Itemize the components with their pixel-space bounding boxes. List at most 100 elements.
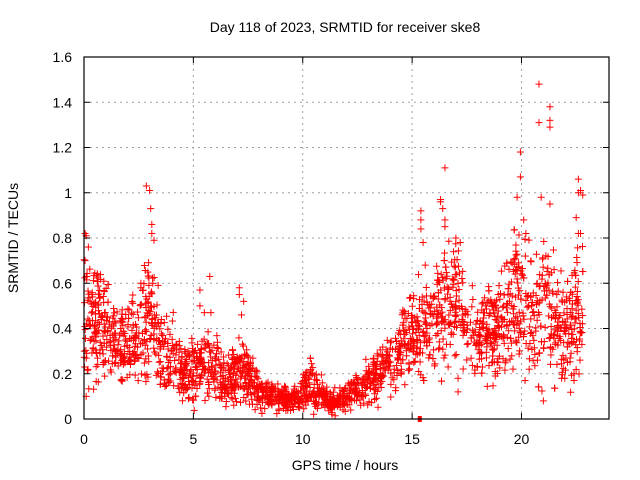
data-point — [477, 355, 485, 363]
data-point — [152, 371, 160, 379]
data-point — [99, 346, 107, 354]
data-point — [489, 346, 497, 354]
data-point — [527, 328, 535, 336]
data-point — [127, 356, 135, 364]
data-point — [500, 315, 508, 323]
data-point — [557, 360, 565, 368]
data-point — [224, 377, 232, 385]
data-point — [549, 246, 557, 254]
data-point — [413, 336, 421, 344]
data-point — [334, 394, 342, 402]
data-point — [392, 362, 400, 370]
data-point — [572, 271, 580, 279]
data-point — [394, 355, 402, 363]
data-point — [295, 404, 303, 412]
data-point — [123, 373, 131, 381]
data-point — [572, 296, 580, 304]
data-point — [408, 319, 416, 327]
data-point — [397, 342, 405, 350]
data-point — [444, 363, 452, 371]
data-point — [514, 284, 522, 292]
data-point — [123, 341, 131, 349]
data-point — [103, 335, 111, 343]
data-point-notable — [513, 193, 521, 201]
data-point — [370, 370, 378, 378]
data-point — [143, 295, 151, 303]
data-point — [217, 363, 225, 371]
data-point — [474, 308, 482, 316]
data-point — [448, 275, 456, 283]
data-point — [547, 360, 555, 368]
data-point — [126, 361, 134, 369]
data-point — [519, 309, 527, 317]
data-point — [142, 326, 150, 334]
data-point — [490, 301, 498, 309]
data-point — [376, 364, 384, 372]
data-point — [395, 351, 403, 359]
data-point — [183, 359, 191, 367]
data-point — [252, 366, 260, 374]
data-point — [413, 343, 421, 351]
data-point — [420, 297, 428, 305]
data-point — [554, 287, 562, 295]
data-point — [251, 372, 259, 380]
data-point-notable — [539, 397, 547, 405]
data-point — [96, 294, 104, 302]
data-point — [148, 320, 156, 328]
data-point-notable — [200, 309, 208, 317]
data-point — [217, 381, 225, 389]
data-point — [430, 346, 438, 354]
data-point — [213, 332, 221, 340]
data-point — [131, 333, 139, 341]
data-point — [81, 334, 89, 342]
data-point — [109, 352, 117, 360]
data-points — [80, 80, 587, 422]
data-point — [132, 352, 140, 360]
data-point — [99, 292, 107, 300]
data-point — [333, 395, 341, 403]
data-point — [382, 355, 390, 363]
data-point — [107, 368, 115, 376]
data-point — [434, 310, 442, 318]
data-point — [531, 350, 539, 358]
data-point — [86, 265, 94, 273]
data-point — [128, 298, 136, 306]
data-point — [479, 318, 487, 326]
data-point — [255, 396, 263, 404]
data-point — [157, 373, 165, 381]
y-tick-label: 0.2 — [53, 366, 73, 382]
data-point — [219, 372, 227, 380]
data-point — [221, 382, 229, 390]
data-point — [134, 314, 142, 322]
data-point — [94, 326, 102, 334]
data-point-notable — [522, 229, 530, 237]
data-point — [103, 343, 111, 351]
data-point — [313, 376, 321, 384]
data-point — [287, 407, 295, 415]
data-point — [535, 299, 543, 307]
data-point — [485, 287, 493, 295]
data-point-notable — [148, 220, 156, 228]
data-point — [498, 323, 506, 331]
data-point — [239, 342, 247, 350]
data-point — [276, 397, 284, 405]
data-point — [121, 336, 129, 344]
data-point — [141, 327, 149, 335]
data-point — [513, 250, 521, 258]
data-point — [491, 298, 499, 306]
data-point — [312, 375, 320, 383]
data-point — [124, 321, 132, 329]
data-point — [145, 358, 153, 366]
data-point — [401, 310, 409, 318]
data-point — [481, 336, 489, 344]
data-point — [238, 340, 246, 348]
data-point — [504, 345, 512, 353]
grid-lines — [84, 57, 609, 419]
data-point — [459, 267, 467, 275]
data-point — [136, 301, 144, 309]
data-point — [92, 298, 100, 306]
data-point — [486, 310, 494, 318]
data-point — [497, 267, 505, 275]
data-point — [530, 308, 538, 316]
